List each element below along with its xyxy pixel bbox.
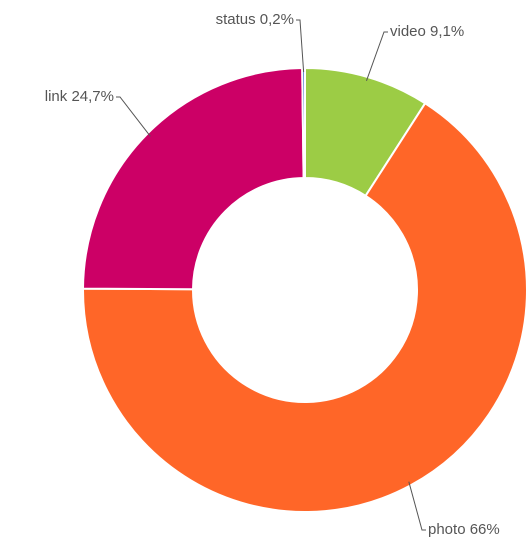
leader-line bbox=[408, 481, 426, 531]
data-label: video 9,1% bbox=[390, 23, 464, 40]
category-label: status bbox=[216, 11, 256, 28]
category-label: video bbox=[390, 23, 426, 40]
value-label: 0,2% bbox=[260, 11, 294, 28]
category-label: photo bbox=[428, 521, 466, 538]
donut-segment bbox=[82, 101, 528, 513]
data-label: photo 66% bbox=[428, 521, 500, 538]
donut-segment bbox=[301, 66, 306, 180]
value-label: 24,7% bbox=[71, 88, 114, 105]
leader-line bbox=[116, 96, 151, 137]
value-label: 66% bbox=[470, 521, 500, 538]
value-label: 9,1% bbox=[430, 23, 464, 40]
category-label: link bbox=[45, 88, 68, 105]
data-label: status 0,2% bbox=[216, 11, 294, 28]
donut-segment bbox=[81, 67, 305, 291]
data-label: link 24,7% bbox=[45, 88, 114, 105]
leader-line bbox=[366, 31, 388, 82]
leader-line bbox=[296, 19, 305, 73]
